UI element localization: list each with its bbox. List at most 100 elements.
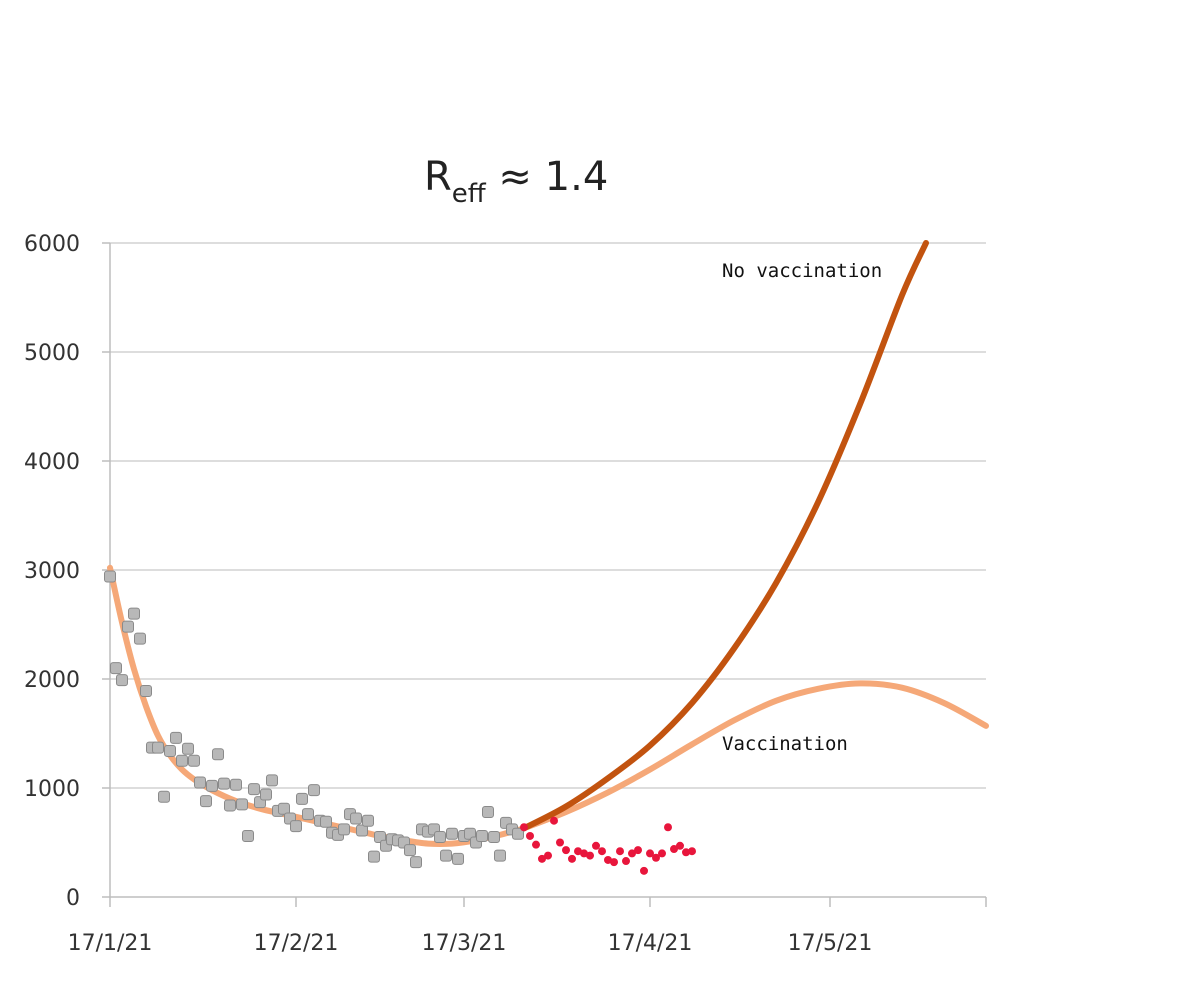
observed-point: [182, 742, 194, 755]
recent-point: [646, 849, 654, 858]
recent-point: [598, 847, 606, 856]
series-line-fit: [107, 564, 527, 847]
series-line-no-vaccination: [521, 240, 929, 832]
series-lines: [107, 240, 989, 847]
y-tick-label: 5000: [24, 341, 80, 366]
observed-point: [188, 754, 200, 767]
observed-point: [266, 774, 278, 787]
observed-point: [200, 795, 212, 808]
recent-point: [616, 847, 624, 856]
recent-point: [586, 851, 594, 860]
chart-title: Reff ≈ 1.4: [424, 154, 608, 209]
chart-title-rest: ≈ 1.4: [486, 154, 609, 200]
observed-point: [434, 831, 446, 844]
observed-point: [290, 820, 302, 833]
y-tick-label: 1000: [24, 777, 80, 802]
observed-point: [320, 815, 332, 828]
observed-point: [218, 777, 230, 790]
observed-point: [356, 824, 368, 837]
observed-point: [224, 799, 236, 812]
observed-point: [140, 684, 152, 697]
observed-point: [194, 776, 206, 789]
observed-point: [134, 632, 146, 645]
recent-point: [622, 857, 630, 866]
observed-point: [452, 852, 464, 865]
observed-point: [236, 798, 248, 811]
observed-point: [494, 849, 506, 862]
series-points: [104, 570, 696, 875]
observed-point: [512, 827, 524, 840]
observed-point: [248, 783, 260, 796]
observed-point: [260, 788, 272, 801]
recent-point: [550, 816, 558, 825]
y-tick-label: 3000: [24, 559, 80, 584]
recent-point: [580, 849, 588, 858]
x-tick-label: 17/5/21: [788, 931, 873, 956]
recent-point: [604, 855, 612, 864]
y-tick-label: 4000: [24, 450, 80, 475]
observed-point: [368, 850, 380, 863]
observed-point: [440, 849, 452, 862]
recent-point: [634, 846, 642, 855]
recent-point: [568, 854, 576, 863]
observed-point: [410, 856, 422, 869]
observed-point: [176, 754, 188, 767]
observed-point: [482, 805, 494, 818]
observed-point: [212, 748, 224, 761]
recent-point: [574, 847, 582, 856]
recent-point: [688, 847, 696, 856]
observed-point: [206, 779, 218, 792]
observed-point: [350, 812, 362, 825]
recent-point: [682, 848, 690, 857]
grid-lines: [110, 242, 986, 789]
recent-point: [526, 831, 534, 840]
observed-point: [296, 792, 308, 805]
chart-title-subscript: eff: [452, 179, 487, 209]
recent-point: [658, 849, 666, 858]
recent-point: [610, 858, 618, 867]
observed-point: [242, 829, 254, 842]
y-tick-label: 0: [66, 886, 80, 911]
recent-point: [532, 840, 540, 849]
x-tick-label: 17/2/21: [254, 931, 339, 956]
observed-point: [128, 607, 140, 620]
observed-point: [446, 827, 458, 840]
y-tick-label: 2000: [24, 668, 80, 693]
observed-point: [158, 790, 170, 803]
recent-point: [520, 823, 528, 832]
observed-point: [164, 744, 176, 757]
recent-point: [562, 846, 570, 855]
x-tick-label: 17/3/21: [422, 931, 507, 956]
recent-point: [544, 851, 552, 860]
y-tick-label: 6000: [24, 232, 80, 257]
observed-point: [404, 844, 416, 857]
recent-point: [628, 849, 636, 858]
recent-point: [652, 853, 660, 862]
recent-point: [556, 838, 564, 847]
recent-point: [640, 866, 648, 875]
y-axis-ticks: 0 1000 2000 3000 4000 5000 6000: [24, 232, 110, 911]
observed-point: [170, 731, 182, 744]
observed-point: [278, 802, 290, 815]
annotation-vaccination: Vaccination: [722, 733, 848, 755]
observed-point: [338, 823, 350, 836]
observed-point: [104, 570, 116, 583]
annotation-no-vaccination: No vaccination: [722, 260, 882, 282]
observed-point: [110, 662, 122, 675]
recent-point: [592, 841, 600, 850]
chart-title-main: R: [424, 154, 452, 200]
observed-point: [122, 620, 134, 633]
observed-point: [230, 778, 242, 791]
observed-point: [308, 784, 320, 797]
observed-point: [476, 829, 488, 842]
recent-point: [676, 841, 684, 850]
x-tick-label: 17/4/21: [608, 931, 693, 956]
observed-point: [488, 831, 500, 844]
observed-point: [116, 674, 128, 687]
x-axis-ticks: 17/1/21 17/2/21 17/3/21 17/4/21 17/5/21: [68, 897, 987, 956]
series-line-vaccination: [521, 680, 989, 832]
recent-point: [670, 845, 678, 854]
recent-point: [664, 823, 672, 832]
recent-point: [538, 854, 546, 863]
